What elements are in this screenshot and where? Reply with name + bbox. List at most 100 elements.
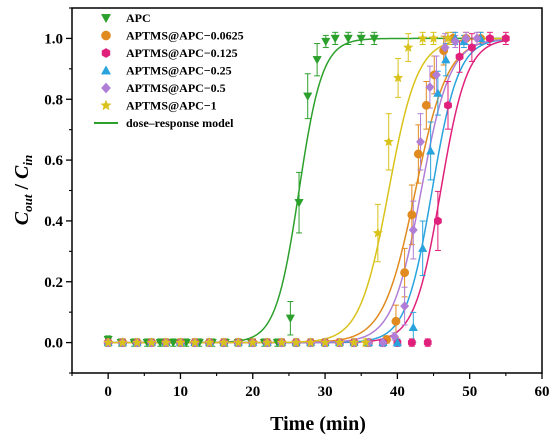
- data-point-aptms-apc-0-0625: [391, 316, 401, 326]
- x-tick-label: 50: [462, 384, 477, 400]
- legend-label-apc: APC: [126, 11, 151, 25]
- data-point-aptms-apc-0-5: [425, 82, 435, 93]
- data-point-aptms-apc-1: [146, 337, 157, 348]
- y-tick-label: 0.2: [44, 275, 63, 291]
- y-axis-title-sub-out: out: [20, 194, 35, 212]
- y-axis-title: Cout / Cin: [11, 155, 35, 225]
- data-point-aptms-apc-1: [417, 32, 428, 43]
- data-point-aptms-apc-1: [402, 42, 414, 53]
- data-point-aptms-apc-1: [372, 227, 384, 238]
- data-point-apc: [303, 92, 313, 101]
- data-point-aptms-apc-0-25: [392, 337, 403, 347]
- data-point-aptms-apc-1: [383, 136, 394, 147]
- data-point-aptms-apc-0-5: [408, 225, 418, 236]
- data-point-aptms-apc-0-5: [415, 136, 426, 147]
- data-point-apc: [294, 199, 304, 208]
- data-point-aptms-apc-0-5: [472, 33, 482, 44]
- y-axis-title-sub-in: in: [20, 155, 35, 166]
- data-point-aptms-apc-0-25: [433, 88, 443, 97]
- legend-label-aptms-apc-0-125: APTMS@APC−0.125: [126, 46, 238, 60]
- data-point-aptms-apc-1: [305, 337, 316, 348]
- data-point-aptms-apc-0-125: [455, 52, 464, 62]
- data-point-aptms-apc-1: [348, 337, 360, 348]
- legend-marker-apc: [100, 14, 112, 24]
- data-point-aptms-apc-0-125: [433, 216, 442, 226]
- legend-marker-aptms-apc-1: [100, 99, 112, 111]
- data-point-aptms-apc-0-5: [431, 69, 441, 80]
- data-point-aptms-apc-0-5: [400, 301, 410, 312]
- data-point-aptms-apc-1: [204, 337, 215, 348]
- data-point-apc: [330, 34, 340, 44]
- data-point-aptms-apc-0-5: [450, 36, 460, 47]
- legend-label-aptms-apc-0-0625: APTMS@APC−0.0625: [126, 29, 244, 43]
- data-point-aptms-apc-0-0625: [407, 210, 417, 220]
- legend-marker-aptms-apc-0-0625: [101, 30, 111, 41]
- y-tick-label: 0.8: [44, 92, 63, 108]
- data-point-aptms-apc-0-125: [486, 33, 494, 43]
- data-point-aptms-apc-0-25: [418, 243, 428, 252]
- data-point-aptms-apc-0-125: [444, 100, 452, 110]
- data-point-aptms-apc-1: [131, 337, 143, 348]
- data-point-aptms-apc-0-0625: [413, 149, 423, 159]
- x-tick-label: 0: [104, 384, 112, 400]
- data-point-aptms-apc-0-25: [408, 322, 418, 331]
- legend-label-aptms-apc-1: APTMS@APC−1: [126, 99, 217, 113]
- y-axis-ticks: 0.0 0.2 0.4 0.6 0.8 1.0: [44, 7, 72, 374]
- data-point-aptms-apc-1: [334, 337, 345, 348]
- data-point-apc: [168, 338, 178, 348]
- data-point-aptms-apc-1: [233, 337, 244, 348]
- y-axis-title-sep: /: [11, 179, 33, 195]
- data-point-apc: [312, 56, 322, 65]
- data-point-aptms-apc-1: [175, 337, 186, 348]
- x-tick-label: 40: [390, 384, 405, 400]
- data-point-aptms-apc-0-125: [501, 33, 510, 43]
- data-point-aptms-apc-0-125: [407, 338, 416, 348]
- data-point-aptms-apc-0-5: [389, 331, 400, 342]
- data-point-apc: [321, 37, 331, 47]
- data-point-aptms-apc-1: [261, 337, 273, 348]
- y-tick-label: 1.0: [44, 31, 63, 47]
- data-point-aptms-apc-1: [360, 337, 371, 348]
- legend-label-model: dose–response model: [126, 116, 234, 130]
- y-tick-label: 0.6: [44, 153, 63, 169]
- legend-label-aptms-apc-0-25: APTMS@APC−0.25: [126, 64, 232, 78]
- data-point-apc: [285, 314, 295, 323]
- data-point-aptms-apc-1: [189, 337, 201, 348]
- y-tick-label: 0.0: [44, 336, 63, 352]
- legend-marker-aptms-apc-0-125: [101, 48, 111, 58]
- data-point-aptms-apc-1: [160, 337, 172, 348]
- legend-marker-aptms-apc-0-25: [100, 65, 112, 75]
- data-point-aptms-apc-0-5: [440, 42, 450, 53]
- data-point-aptms-apc-1: [290, 337, 302, 348]
- x-tick-label: 20: [245, 384, 260, 400]
- y-tick-label: 0.4: [44, 214, 63, 230]
- data-point-apc: [356, 34, 366, 44]
- x-tick-label: 10: [173, 384, 188, 400]
- data-point-apc: [343, 34, 353, 44]
- data-point-aptms-apc-1: [247, 337, 259, 348]
- data-point-aptms-apc-0-0625: [421, 100, 431, 110]
- y-axis-title-main: C: [11, 211, 33, 225]
- data-point-aptms-apc-0-5: [461, 33, 471, 44]
- data-point-aptms-apc-0-0625: [400, 268, 410, 278]
- data-point-aptms-apc-1: [392, 72, 404, 83]
- data-point-aptms-apc-1: [428, 32, 439, 43]
- data-point-aptms-apc-0-5: [378, 337, 388, 348]
- data-point-aptms-apc-0-25: [426, 146, 436, 155]
- data-point-aptms-apc-1: [442, 32, 454, 43]
- legend: APC APTMS@APC−0.0625 APTMS@APC−0.125 APTMS@…: [94, 11, 244, 130]
- x-tick-label: 60: [535, 384, 550, 400]
- data-point-aptms-apc-0-125: [423, 338, 432, 348]
- data-point-aptms-apc-1: [276, 337, 287, 348]
- data-point-aptms-apc-1: [319, 337, 331, 348]
- data-point-aptms-apc-1: [102, 337, 114, 348]
- legend-marker-aptms-apc-0-5: [101, 82, 111, 94]
- legend-label-aptms-apc-0-5: APTMS@APC−0.5: [126, 81, 226, 95]
- data-point-aptms-apc-1: [117, 337, 128, 348]
- data-markers: [102, 32, 510, 348]
- data-point-aptms-apc-1: [218, 337, 230, 348]
- data-point-aptms-apc-0-125: [467, 43, 476, 53]
- data-point-aptms-apc-0-25: [441, 54, 451, 64]
